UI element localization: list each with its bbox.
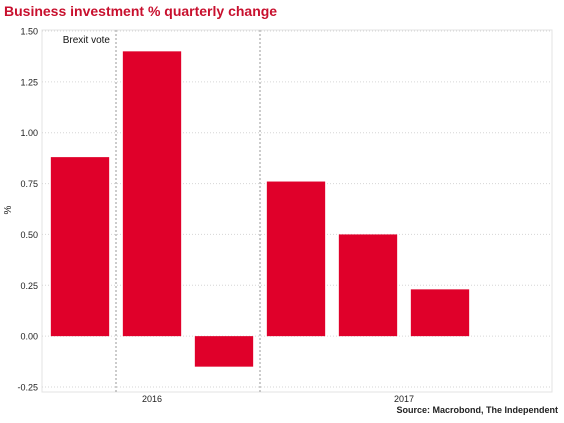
bar-2016-q3 [194,336,254,367]
year-dividers [115,30,261,392]
y-tick-label: 1.50 [20,27,38,37]
y-tick-label: 0.00 [20,332,38,342]
annotations: Brexit vote [63,35,111,46]
bars [50,51,470,367]
annotation-label: Brexit vote [63,35,111,46]
y-tick-label: 0.25 [20,281,38,291]
bar-2016-q1 [50,157,110,337]
x-year-label: 2017 [394,394,414,404]
y-tick-label: -0.25 [17,383,38,393]
y-tick-label: 1.00 [20,128,38,138]
bar-2017-q2 [410,289,470,337]
source-note: Source: Macrobond, The Independent [396,405,558,415]
plot-frame [41,29,553,393]
chart-title: Business investment % quarterly change [4,3,278,19]
bar-2016-q4 [266,181,326,337]
x-year-label: 2016 [142,394,162,404]
y-tick-labels: -0.25 0.00 0.25 0.50 0.75 1.00 1.25 1.50 [17,27,38,393]
y-axis-label: % [3,205,14,214]
bar-2017-q1 [338,234,398,337]
y-tick-label: 1.25 [20,77,38,87]
bar-2016-q2 [122,51,182,337]
y-tick-label: 0.75 [20,179,38,189]
y-tick-label: 0.50 [20,230,38,240]
x-year-labels: 2016 2017 [142,394,414,404]
